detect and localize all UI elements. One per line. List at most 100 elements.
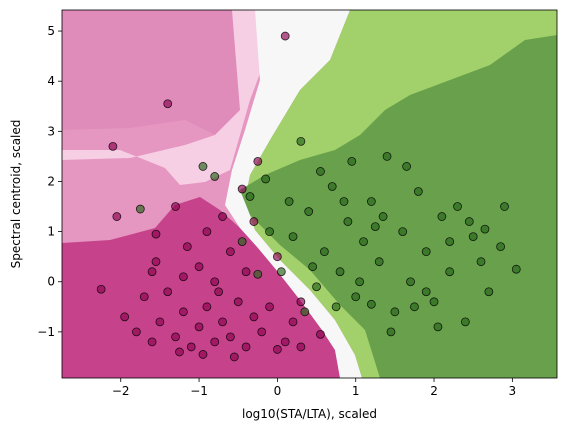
scatter-point <box>308 262 318 272</box>
scatter-point <box>284 197 294 206</box>
scatter-point <box>316 329 325 339</box>
scatter-point <box>300 307 310 317</box>
scatter-point <box>132 327 141 337</box>
scatter-point <box>218 317 227 327</box>
y-axis-label: Spectral centroid, scaled <box>9 120 23 269</box>
scatter-point <box>402 162 412 171</box>
scatter-point <box>265 302 274 312</box>
y-tick-label: 1 <box>47 225 55 239</box>
scatter-point <box>96 284 106 294</box>
scatter-point <box>316 167 325 176</box>
scatter-point <box>382 151 392 161</box>
scatter-point <box>386 327 396 337</box>
scatter-point <box>272 345 282 354</box>
y-tick-label: 4 <box>47 74 55 88</box>
scatter-point <box>198 350 208 359</box>
scatter-point <box>202 302 212 312</box>
x-tick-label: −1 <box>190 384 208 398</box>
scatter-point <box>155 317 165 327</box>
scatter-point <box>253 269 263 279</box>
scatter-point <box>194 262 204 272</box>
scatter-point <box>406 277 415 287</box>
scatter-point <box>108 141 118 151</box>
scatter-point <box>437 212 447 221</box>
scatter-point <box>272 252 282 262</box>
scatter-point <box>210 277 220 287</box>
scatter-point <box>245 192 255 201</box>
scatter-point <box>378 212 388 221</box>
scatter-point <box>233 297 243 307</box>
scatter-point <box>445 267 455 277</box>
x-tick-label: 0 <box>274 384 282 398</box>
y-tick-label: −1 <box>37 325 55 339</box>
scatter-point <box>343 217 353 226</box>
scatter-point <box>304 207 314 216</box>
scatter-point <box>237 237 247 247</box>
scatter-point <box>288 232 298 242</box>
scatter-point <box>241 267 251 277</box>
scatter-point <box>210 337 220 347</box>
scatter-point <box>171 332 180 342</box>
scatter-point <box>225 332 235 342</box>
scatter-point <box>429 297 439 307</box>
scatter-point <box>225 247 235 257</box>
scatter-point <box>390 307 400 317</box>
x-tick-label: 2 <box>430 384 438 398</box>
scatter-point <box>186 342 196 352</box>
scatter-point <box>135 204 145 214</box>
scatter-point <box>249 217 259 226</box>
scatter-point <box>120 312 130 322</box>
scatter-point <box>370 222 380 231</box>
scatter-point <box>398 227 408 237</box>
scatter-point <box>296 297 306 307</box>
scatter-point <box>265 227 274 237</box>
scatter-point <box>214 287 224 297</box>
scatter-point <box>366 299 376 309</box>
scatter-point <box>280 337 290 347</box>
scatter-point <box>366 197 376 206</box>
scatter-point <box>453 202 462 211</box>
scatter-point <box>257 327 267 337</box>
scatter-point <box>433 322 443 332</box>
scatter-point <box>261 174 271 184</box>
scatter-point <box>218 212 227 221</box>
scatter-point <box>331 302 341 312</box>
y-tick-label: 2 <box>47 174 55 188</box>
scatter-point <box>500 202 509 211</box>
scatter-point <box>237 184 247 194</box>
scatter-point <box>296 342 306 352</box>
scatter-point <box>374 257 384 267</box>
x-tick-label: −2 <box>112 384 130 398</box>
y-tick-label: 0 <box>47 275 55 289</box>
scatter-point <box>179 307 188 317</box>
scatter-point <box>171 202 180 211</box>
scatter-point <box>179 272 188 282</box>
scatter-point <box>319 247 329 257</box>
scatter-point <box>151 257 161 267</box>
y-tick-label: 5 <box>47 24 55 38</box>
scatter-point <box>484 287 494 297</box>
scatter-point <box>421 247 431 257</box>
x-axis-label: log10(STA/LTA), scaled <box>242 407 377 421</box>
scatter-point <box>202 227 212 237</box>
decision-regions <box>62 10 557 378</box>
scatter-point <box>151 229 161 239</box>
scatter-point <box>359 237 368 247</box>
scatter-point <box>163 287 173 297</box>
scatter-point <box>351 292 361 302</box>
y-tick-label: 3 <box>47 124 55 138</box>
scatter-point <box>147 337 157 347</box>
scatter-point <box>280 31 290 41</box>
scatter-point <box>496 242 506 252</box>
scatter-point <box>312 282 321 292</box>
scatter-point <box>182 242 192 252</box>
scatter-point <box>480 224 490 234</box>
scatter-point <box>410 302 419 312</box>
region <box>62 10 240 135</box>
scatter-point <box>464 217 474 226</box>
scatter-point <box>327 182 337 191</box>
scatter-point <box>421 287 431 297</box>
region <box>62 10 265 185</box>
scatter-point <box>288 317 298 327</box>
